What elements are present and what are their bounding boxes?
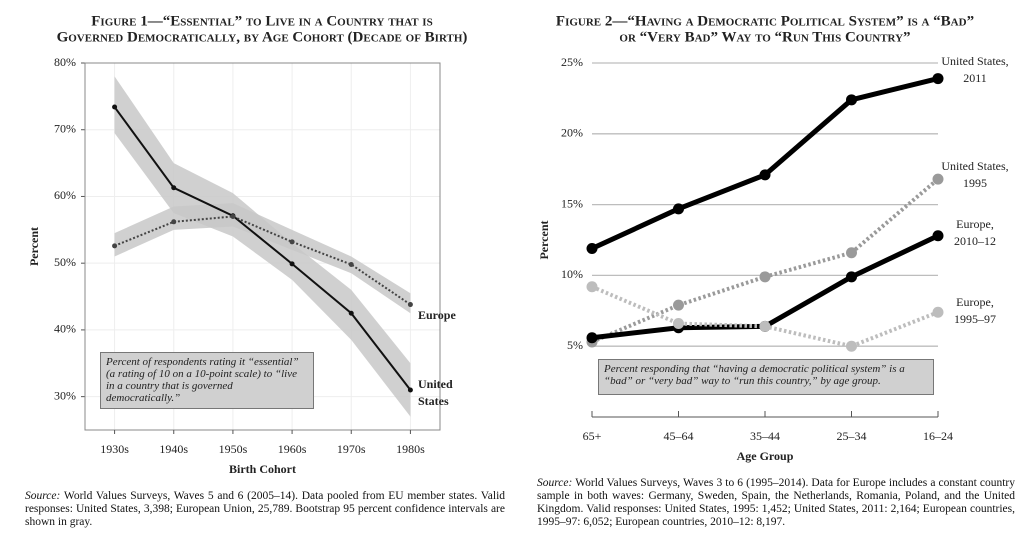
- series-label-line: Europe,: [956, 295, 994, 309]
- line: [114, 215, 411, 306]
- point: [932, 230, 944, 242]
- point: [586, 332, 598, 344]
- series-label-line: United: [418, 377, 453, 391]
- x-tick-label: 35–44: [750, 429, 780, 443]
- x-tick-label: 16–24: [923, 429, 953, 443]
- note: Percent responding that “having a democr…: [598, 359, 934, 395]
- point: [230, 213, 236, 219]
- y-tick-label: 10%: [561, 267, 583, 281]
- point: [112, 104, 118, 110]
- series-label-line: 2010–12: [954, 234, 996, 248]
- x-tick-label: 1970s: [337, 442, 366, 456]
- y-tick-label: 70%: [54, 121, 76, 135]
- chart-title: Figure 2—“Having a Democratic Political …: [556, 13, 974, 29]
- y-tick-label: 50%: [54, 255, 76, 269]
- x-tick-label: 1980s: [396, 442, 425, 456]
- source-label: Source:: [537, 477, 573, 489]
- series-label: United States, 1995: [941, 159, 1008, 190]
- note: Percent of respondents rating it “essent…: [100, 352, 314, 409]
- series-label-line: States: [418, 394, 449, 408]
- point: [348, 262, 354, 268]
- series-label-line: 1995: [963, 176, 987, 190]
- point: [586, 281, 598, 293]
- x-tick-label: 25–34: [837, 429, 867, 443]
- point: [348, 310, 354, 316]
- chart-title: or “Very Bad” Way to “Run This Country”: [619, 29, 910, 45]
- point: [759, 320, 771, 332]
- confidence-band: [114, 76, 411, 417]
- point: [846, 94, 857, 106]
- x-tick-label: 1940s: [159, 442, 188, 456]
- x-tick-label: 1930s: [100, 442, 129, 456]
- line: [591, 284, 939, 349]
- point: [932, 73, 944, 85]
- x-axis-label: Age Group: [737, 449, 794, 463]
- source: Source: World Values Surveys, Waves 3 to…: [537, 477, 1015, 529]
- y-tick-label: 5%: [567, 338, 583, 352]
- series-label-line: 1995–97: [954, 312, 996, 326]
- point: [171, 185, 177, 191]
- line: [113, 106, 412, 391]
- point: [673, 318, 684, 330]
- point: [289, 239, 295, 245]
- chart-title: Governed Democratically, by Age Cohort (…: [57, 29, 468, 45]
- series-label: Europe, 2010–12: [954, 217, 996, 248]
- point: [673, 203, 684, 215]
- point: [407, 302, 413, 308]
- series-label: United States: [418, 377, 453, 408]
- y-tick-label: 30%: [54, 388, 76, 402]
- point: [932, 173, 944, 185]
- plot-frame: [84, 62, 441, 431]
- point: [586, 242, 598, 254]
- confidence-band: [114, 203, 411, 314]
- point: [759, 169, 771, 181]
- y-tick-label: 40%: [54, 322, 76, 336]
- x-axis-label: Birth Cohort: [229, 462, 296, 476]
- series-label: United States, 2011: [941, 54, 1008, 85]
- x-tick-label: 1960s: [278, 442, 307, 456]
- point: [289, 261, 295, 267]
- series-label-line: United States,: [941, 159, 1008, 173]
- chart-title: Figure 1—“Essential” to Live in a Countr…: [91, 13, 432, 29]
- series-label-line: Europe,: [956, 217, 994, 231]
- x-tick-label: 45–64: [664, 429, 694, 443]
- point: [932, 306, 944, 318]
- point: [846, 271, 857, 283]
- source-label: Source:: [25, 490, 61, 502]
- source-text: World Values Surveys, Waves 3 to 6 (1995…: [537, 477, 1015, 528]
- y-tick-label: 80%: [54, 55, 76, 69]
- point: [673, 299, 684, 311]
- y-tick-label: 25%: [561, 55, 583, 69]
- series-label-line: 2011: [963, 71, 987, 85]
- y-tick-label: 60%: [54, 188, 76, 202]
- y-tick-label: 20%: [561, 126, 583, 140]
- point: [846, 247, 857, 259]
- series-label-line: United States,: [941, 54, 1008, 68]
- point: [759, 271, 771, 283]
- point: [171, 219, 177, 225]
- y-tick-label: 15%: [561, 196, 583, 210]
- y-axis-label: Percent: [27, 227, 41, 266]
- point: [846, 340, 857, 352]
- series-label: Europe: [418, 308, 456, 322]
- source: Source: World Values Surveys, Waves 5 an…: [25, 490, 505, 529]
- point: [112, 243, 118, 249]
- source-text: World Values Surveys, Waves 5 and 6 (200…: [25, 490, 506, 528]
- point: [407, 387, 413, 393]
- x-tick-label: 1950s: [219, 442, 248, 456]
- series-label: Europe, 1995–97: [954, 295, 996, 326]
- x-tick-label: 65+: [583, 429, 602, 443]
- y-axis-label: Percent: [537, 220, 551, 259]
